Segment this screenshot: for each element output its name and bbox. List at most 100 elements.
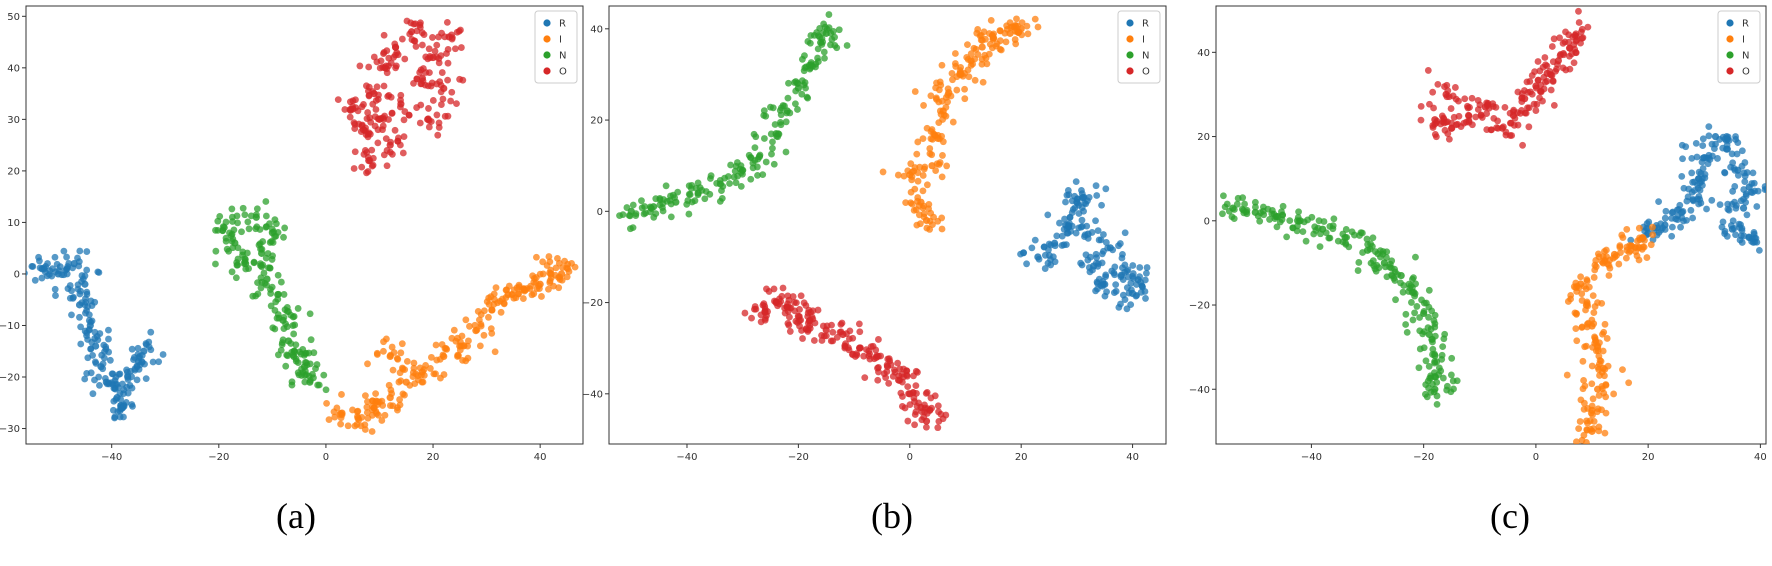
- scatter-point: [28, 262, 36, 270]
- scatter-point: [726, 180, 733, 187]
- scatter-point: [49, 265, 56, 273]
- scatter-point: [491, 296, 498, 303]
- scatter-point: [785, 79, 792, 87]
- scatter-point: [914, 138, 922, 146]
- scatter-point: [444, 76, 452, 84]
- scatter-point: [242, 255, 249, 263]
- scatter-point: [1580, 431, 1588, 439]
- scatter-point: [814, 306, 822, 314]
- scatter-point: [1289, 224, 1297, 232]
- scatter-point: [291, 321, 299, 329]
- scatter-point: [53, 260, 61, 268]
- scatter-point: [271, 325, 279, 333]
- scatter-point: [1044, 211, 1052, 219]
- scatter-point: [128, 384, 136, 392]
- scatter-point: [1599, 347, 1607, 355]
- scatter-point: [818, 41, 826, 48]
- scatter-point: [1728, 150, 1736, 158]
- scatter-point: [367, 118, 375, 126]
- scatter-point: [351, 148, 359, 156]
- scatter-point: [382, 135, 390, 142]
- scatter-point: [927, 128, 935, 135]
- scatter-point: [426, 365, 434, 372]
- series-N: [1219, 192, 1461, 408]
- scatter-point: [1419, 330, 1427, 338]
- scatter-point: [410, 359, 418, 367]
- scatter-point: [252, 211, 260, 219]
- scatter-point: [266, 264, 274, 272]
- scatter-point: [1563, 371, 1571, 379]
- scatter-point: [1020, 249, 1028, 257]
- scatter-point: [1431, 358, 1439, 366]
- scatter-point: [1100, 231, 1107, 238]
- scatter-point: [1006, 19, 1014, 27]
- scatter-point: [827, 41, 834, 49]
- scatter-point: [1417, 102, 1425, 110]
- scatter-point: [799, 335, 806, 342]
- scatter-point: [1682, 143, 1690, 151]
- scatter-point: [1143, 264, 1151, 271]
- scatter-point: [386, 394, 394, 402]
- scatter-point: [779, 284, 787, 292]
- scatter-point: [1136, 273, 1143, 280]
- scatter-point: [1455, 97, 1462, 105]
- legend-marker: [543, 35, 551, 43]
- scatter-point: [1356, 232, 1363, 239]
- legend-label: N: [1742, 51, 1749, 62]
- scatter-point: [1422, 357, 1430, 365]
- scatter-point: [901, 404, 909, 412]
- scatter-point: [996, 37, 1004, 45]
- scatter-point: [904, 383, 912, 391]
- scatter-point: [727, 161, 734, 169]
- scatter-point: [1543, 77, 1551, 85]
- scatter-point: [912, 408, 920, 416]
- scatter-point: [399, 390, 407, 398]
- scatter-point: [1427, 388, 1435, 396]
- scatter-point: [26, 270, 28, 277]
- scatter-point: [626, 212, 634, 220]
- scatter-point: [1483, 110, 1491, 117]
- scatter-point: [1605, 272, 1613, 279]
- scatter-point: [948, 69, 956, 77]
- scatter-point: [1549, 78, 1557, 85]
- scatter-point: [433, 80, 441, 88]
- scatter-point: [978, 43, 986, 51]
- scatter-point: [1580, 376, 1587, 384]
- scatter-point: [310, 349, 318, 357]
- scatter-point: [512, 294, 520, 302]
- scatter-point: [413, 75, 421, 83]
- scatter-point: [502, 286, 510, 294]
- scatter-point: [1699, 165, 1707, 172]
- scatter-point: [1632, 248, 1640, 256]
- scatter-point: [412, 370, 420, 378]
- scatter-point: [435, 124, 443, 131]
- scatter-point: [297, 350, 305, 358]
- scatter-point: [1023, 22, 1031, 30]
- scatter-point: [782, 118, 790, 126]
- scatter-point: [521, 287, 528, 295]
- scatter-point: [492, 284, 500, 292]
- scatter-point: [106, 356, 114, 364]
- scatter-point: [1730, 165, 1738, 172]
- scatter-point: [885, 355, 893, 363]
- scatter-point: [485, 313, 492, 321]
- scatter-point: [394, 406, 401, 414]
- scatter-point: [938, 61, 946, 69]
- scatter-point: [1753, 203, 1761, 210]
- scatter-point: [142, 375, 150, 383]
- scatter-point: [545, 285, 552, 293]
- scatter-point: [389, 366, 397, 374]
- scatter-point: [418, 41, 426, 49]
- scatter-point: [1219, 210, 1226, 218]
- scatter-point: [1342, 239, 1349, 247]
- scatter-point: [1411, 309, 1418, 317]
- scatter-point: [949, 76, 956, 84]
- scatter-point: [1534, 58, 1542, 65]
- scatter-point: [1627, 236, 1635, 244]
- scatter-point: [437, 374, 444, 382]
- scatter-point: [1721, 227, 1729, 235]
- legend-marker: [543, 19, 551, 27]
- scatter-point: [466, 322, 473, 330]
- scatter-point: [373, 349, 381, 357]
